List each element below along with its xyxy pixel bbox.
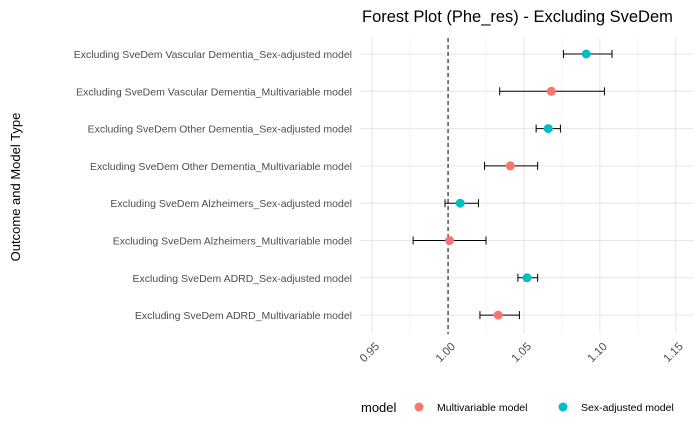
forest-row-mark [562,49,613,59]
point-estimate [445,236,455,245]
x-tick-label: 1.05 [510,341,534,365]
forest-row-mark [535,124,561,134]
forest-row-mark [517,273,539,283]
point-estimate [522,273,532,283]
y-axis-label: Outcome and Model Type [8,113,23,262]
point-estimate [581,49,591,59]
y-tick-label: Excluding SveDem Other Dementia_Multivar… [90,161,352,173]
legend-key [558,402,568,412]
chart-title: Forest Plot (Phe_res) - Excluding SveDem [362,8,673,26]
forest-row-mark [483,161,539,171]
point-estimate [493,310,503,320]
y-tick-label: Excluding SveDem Other Dementia_Sex-adju… [88,124,352,136]
legend-key [414,402,424,412]
point-estimate [543,124,553,134]
y-tick-label: Excluding SveDem Vascular Dementia_Multi… [76,86,352,98]
x-tick-labels: 0.95 1.00 1.05 1.10 1.15 [358,341,686,365]
legend-entry: Sex-adjusted model [558,402,674,414]
y-tick-label: Excluding SveDem ADRD_Sex-adjusted model [133,273,352,285]
legend-label: Sex-adjusted model [581,402,674,414]
forest-row-mark [444,198,479,208]
data-marks [412,49,613,320]
legend-title: model [361,400,397,415]
y-tick-label: Excluding SveDem Alzheimers_Multivariabl… [113,236,352,248]
x-tick-label: 1.10 [586,341,610,365]
legend: model Multivariable model Sex-adjusted mo… [361,400,674,415]
y-tick-label: Excluding SveDem Alzheimers_Sex-adjusted… [110,198,352,210]
point-estimate [505,161,515,171]
y-tick-labels: Excluding SveDem Vascular Dementia_Sex-a… [74,49,352,322]
point-estimate [546,86,556,96]
legend-entry: Multivariable model [414,402,527,414]
x-tick-label: 0.95 [358,341,382,365]
forest-row-mark [499,86,605,96]
x-tick-label: 1.15 [662,341,686,365]
legend-label: Multivariable model [437,402,527,414]
grid-lines [360,38,694,334]
y-tick-label: Excluding SveDem Vascular Dementia_Sex-a… [74,49,352,61]
x-tick-label: 1.00 [434,341,458,365]
forest-row-mark [412,236,487,245]
forest-row-mark [479,310,520,320]
y-tick-label: Excluding SveDem ADRD_Multivariable mode… [135,310,352,322]
point-estimate [455,198,465,208]
